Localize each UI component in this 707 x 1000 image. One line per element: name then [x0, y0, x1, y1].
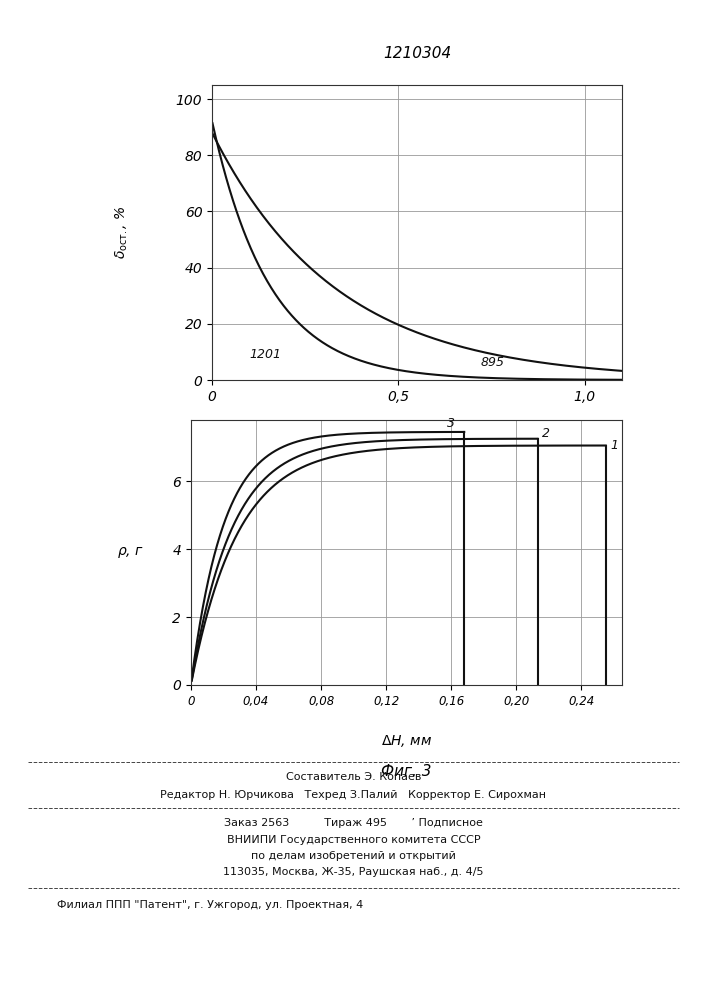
Text: 3: 3 — [447, 417, 455, 430]
Text: Фиг. 2: Фиг. 2 — [392, 463, 443, 478]
Text: 1210304: 1210304 — [383, 46, 451, 61]
Text: Редактор Н. Юрчикова   Техред З.Палий   Корректор Е. Сирохман: Редактор Н. Юрчикова Техред З.Палий Корр… — [160, 790, 547, 800]
Text: 1: 1 — [611, 439, 619, 452]
Text: по делам изобретений и открытий: по делам изобретений и открытий — [251, 851, 456, 861]
Text: 113035, Москва, Ж-35, Раушская наб., д. 4/5: 113035, Москва, Ж-35, Раушская наб., д. … — [223, 867, 484, 877]
Text: Филиал ППП "Патент", г. Ужгород, ул. Проектная, 4: Филиал ППП "Патент", г. Ужгород, ул. Про… — [57, 900, 363, 910]
Text: $\rho$, г: $\rho$, г — [117, 545, 144, 560]
Text: Составитель Э. Копаев: Составитель Э. Копаев — [286, 772, 421, 782]
Text: 2: 2 — [542, 427, 551, 440]
Text: $\Delta H$, мм: $\Delta H$, мм — [381, 733, 432, 749]
Text: ВНИИПИ Государственного комитета СССР: ВНИИПИ Государственного комитета СССР — [227, 835, 480, 845]
Text: 1201: 1201 — [250, 348, 281, 361]
Text: $\delta_{\rm ост.}$, %: $\delta_{\rm ост.}$, % — [114, 206, 130, 259]
Text: Фиг. 3: Фиг. 3 — [381, 764, 432, 780]
Text: Заказ 2563          Тираж 495       ’ Подписное: Заказ 2563 Тираж 495 ’ Подписное — [224, 818, 483, 828]
Text: 895: 895 — [481, 356, 505, 369]
Text: $\varepsilon$, %: $\varepsilon$, % — [402, 421, 432, 437]
